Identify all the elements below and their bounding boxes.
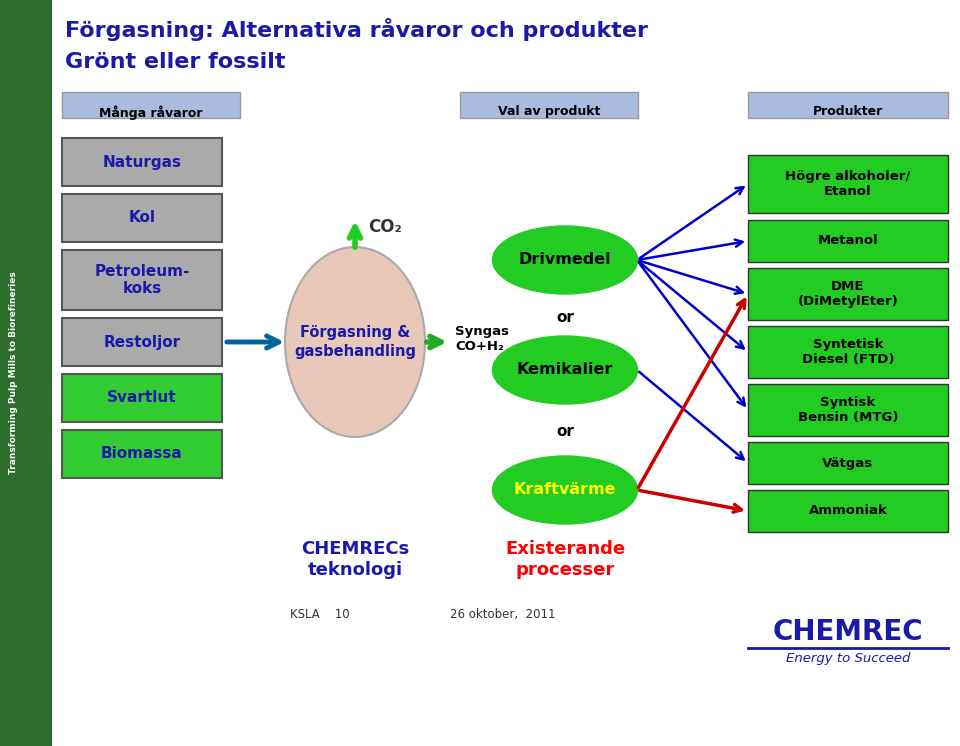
Text: Högre alkoholer/
Etanol: Högre alkoholer/ Etanol [785,170,911,198]
Text: CHEMRECs
teknologi: CHEMRECs teknologi [300,540,409,579]
Text: Restoljor: Restoljor [104,334,180,349]
FancyBboxPatch shape [748,220,948,262]
Text: CO₂: CO₂ [368,218,401,236]
Text: Syntetisk
Diesel (FTD): Syntetisk Diesel (FTD) [802,338,895,366]
FancyBboxPatch shape [748,442,948,484]
Text: 26 oktober,  2011: 26 oktober, 2011 [450,608,556,621]
Bar [0,0,52,746]
FancyBboxPatch shape [62,430,222,478]
Text: Transforming Pulp Mills to Biorefineries: Transforming Pulp Mills to Biorefineries [10,272,18,474]
FancyBboxPatch shape [460,92,638,118]
Text: Energy to Succeed: Energy to Succeed [786,652,910,665]
Text: Biomassa: Biomassa [101,447,182,462]
Text: Naturgas: Naturgas [103,154,181,169]
Text: CHEMREC: CHEMREC [773,618,924,646]
FancyBboxPatch shape [748,326,948,378]
FancyBboxPatch shape [748,268,948,320]
Text: DME
(DiMetylEter): DME (DiMetylEter) [798,280,899,308]
Ellipse shape [492,226,637,294]
FancyBboxPatch shape [62,92,240,118]
FancyBboxPatch shape [748,490,948,532]
Text: Produkter: Produkter [813,105,883,118]
Text: Kraftvärme: Kraftvärme [514,483,616,498]
Ellipse shape [492,336,637,404]
Text: Kemikalier: Kemikalier [516,363,613,377]
Text: Val av produkt: Val av produkt [498,105,600,118]
Text: Existerande
processer: Existerande processer [505,540,625,579]
Text: Petroleum-
koks: Petroleum- koks [94,264,190,296]
FancyBboxPatch shape [62,318,222,366]
FancyBboxPatch shape [62,194,222,242]
FancyBboxPatch shape [748,384,948,436]
FancyBboxPatch shape [62,374,222,422]
Text: or: or [556,424,574,439]
FancyBboxPatch shape [748,92,948,118]
Text: or: or [556,310,574,325]
Text: Förgasning &
gasbehandling: Förgasning & gasbehandling [294,325,416,359]
Text: Syngas
CO+H₂: Syngas CO+H₂ [455,325,509,353]
Text: Ammoniak: Ammoniak [808,504,887,518]
Text: Drivmedel: Drivmedel [518,252,612,268]
Text: Förgasning: Alternativa råvaror och produkter: Förgasning: Alternativa råvaror och prod… [65,18,648,41]
Text: Svartlut: Svartlut [108,390,177,406]
Text: KSLA    10: KSLA 10 [290,608,349,621]
Text: Vätgas: Vätgas [823,457,874,469]
FancyBboxPatch shape [748,155,948,213]
Text: Grönt eller fossilt: Grönt eller fossilt [65,52,285,72]
Text: Många råvaror: Många råvaror [99,105,203,119]
Ellipse shape [492,456,637,524]
FancyBboxPatch shape [62,138,222,186]
Text: Syntisk
Bensin (MTG): Syntisk Bensin (MTG) [798,396,899,424]
Text: Kol: Kol [129,210,156,225]
Text: Metanol: Metanol [818,234,878,248]
FancyBboxPatch shape [62,250,222,310]
Ellipse shape [285,247,425,437]
